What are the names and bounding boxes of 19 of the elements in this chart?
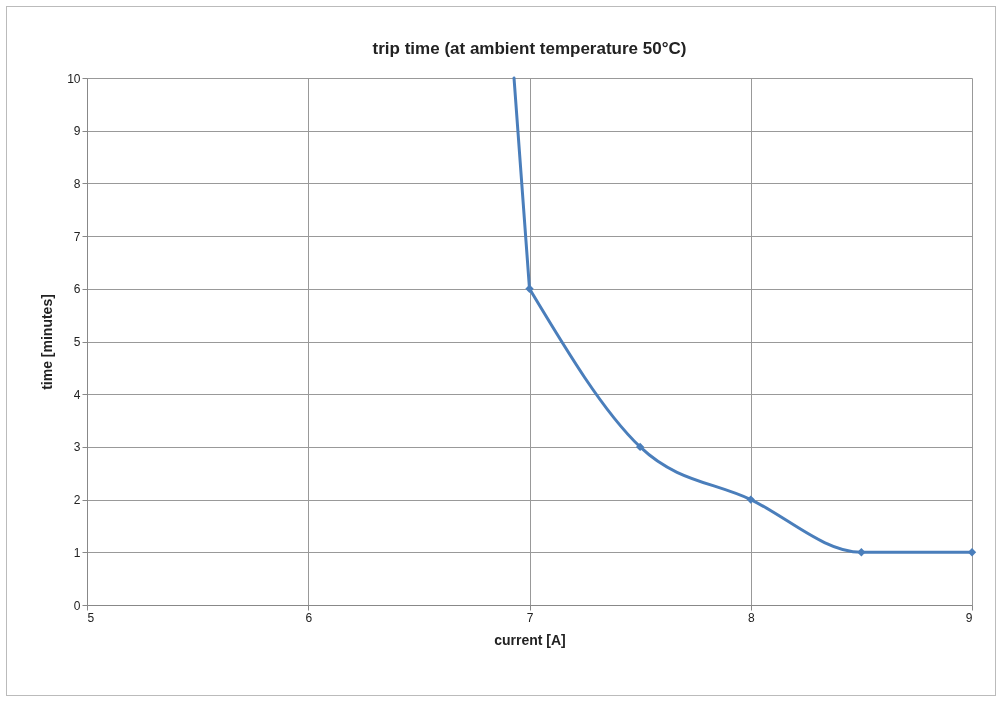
x-tick-label: 5 [87,610,95,625]
x-tick-label: 7 [526,610,534,625]
y-tick-label: 4 [73,387,81,402]
y-tick-label: 8 [73,176,81,191]
y-tick-label: 2 [73,493,81,508]
y-tick-label: 7 [73,229,81,244]
y-axis-title: time [minutes] [39,294,56,390]
chart-title: trip time (at ambient temperature 50°C) [372,39,687,58]
y-tick-label: 6 [73,282,81,297]
y-tick-label: 0 [73,598,81,613]
y-tick-label: 5 [73,335,81,349]
y-tick-label: 10 [67,71,81,86]
y-tick-label: 1 [73,545,81,560]
x-tick-label: 9 [965,610,973,625]
x-tick-label: 6 [305,610,313,625]
y-tick-label: 9 [73,124,81,139]
x-axis-title: current [A] [494,631,566,648]
x-tick-label: 8 [747,610,755,625]
y-tick-label: 3 [73,440,81,455]
